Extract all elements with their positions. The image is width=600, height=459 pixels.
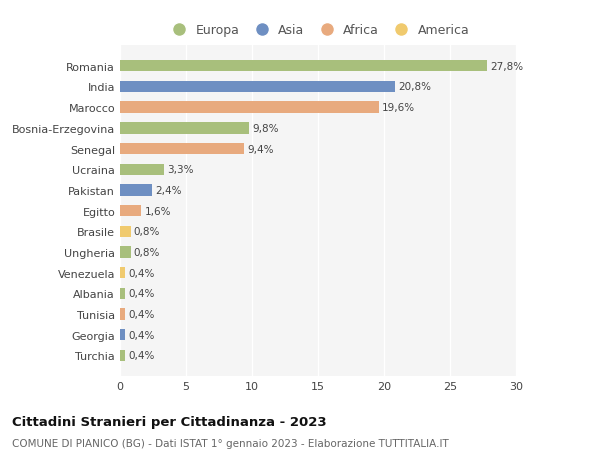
Text: 27,8%: 27,8%: [490, 62, 523, 72]
Text: 1,6%: 1,6%: [145, 206, 171, 216]
Bar: [120, 82, 395, 93]
Bar: [120, 309, 125, 320]
Text: 0,4%: 0,4%: [128, 268, 155, 278]
Bar: [120, 164, 164, 175]
Text: COMUNE DI PIANICO (BG) - Dati ISTAT 1° gennaio 2023 - Elaborazione TUTTITALIA.IT: COMUNE DI PIANICO (BG) - Dati ISTAT 1° g…: [12, 438, 449, 448]
Bar: [120, 144, 244, 155]
Text: 9,8%: 9,8%: [253, 123, 279, 134]
Bar: [120, 226, 131, 237]
Text: 0,4%: 0,4%: [128, 309, 155, 319]
Text: 19,6%: 19,6%: [382, 103, 415, 113]
Bar: [120, 61, 487, 72]
Text: 9,4%: 9,4%: [247, 144, 274, 154]
Bar: [120, 350, 125, 361]
Text: 3,3%: 3,3%: [167, 165, 193, 175]
Bar: [120, 102, 379, 113]
Text: 0,8%: 0,8%: [134, 227, 160, 237]
Text: 2,4%: 2,4%: [155, 185, 181, 196]
Text: 0,4%: 0,4%: [128, 330, 155, 340]
Text: 20,8%: 20,8%: [398, 82, 431, 92]
Bar: [120, 123, 250, 134]
Bar: [120, 206, 141, 217]
Bar: [120, 185, 152, 196]
Bar: [120, 268, 125, 279]
Text: 0,4%: 0,4%: [128, 289, 155, 299]
Legend: Europa, Asia, Africa, America: Europa, Asia, Africa, America: [161, 19, 475, 42]
Bar: [120, 247, 131, 258]
Text: 0,8%: 0,8%: [134, 247, 160, 257]
Bar: [120, 288, 125, 299]
Bar: [120, 330, 125, 341]
Text: 0,4%: 0,4%: [128, 351, 155, 361]
Text: Cittadini Stranieri per Cittadinanza - 2023: Cittadini Stranieri per Cittadinanza - 2…: [12, 415, 326, 428]
